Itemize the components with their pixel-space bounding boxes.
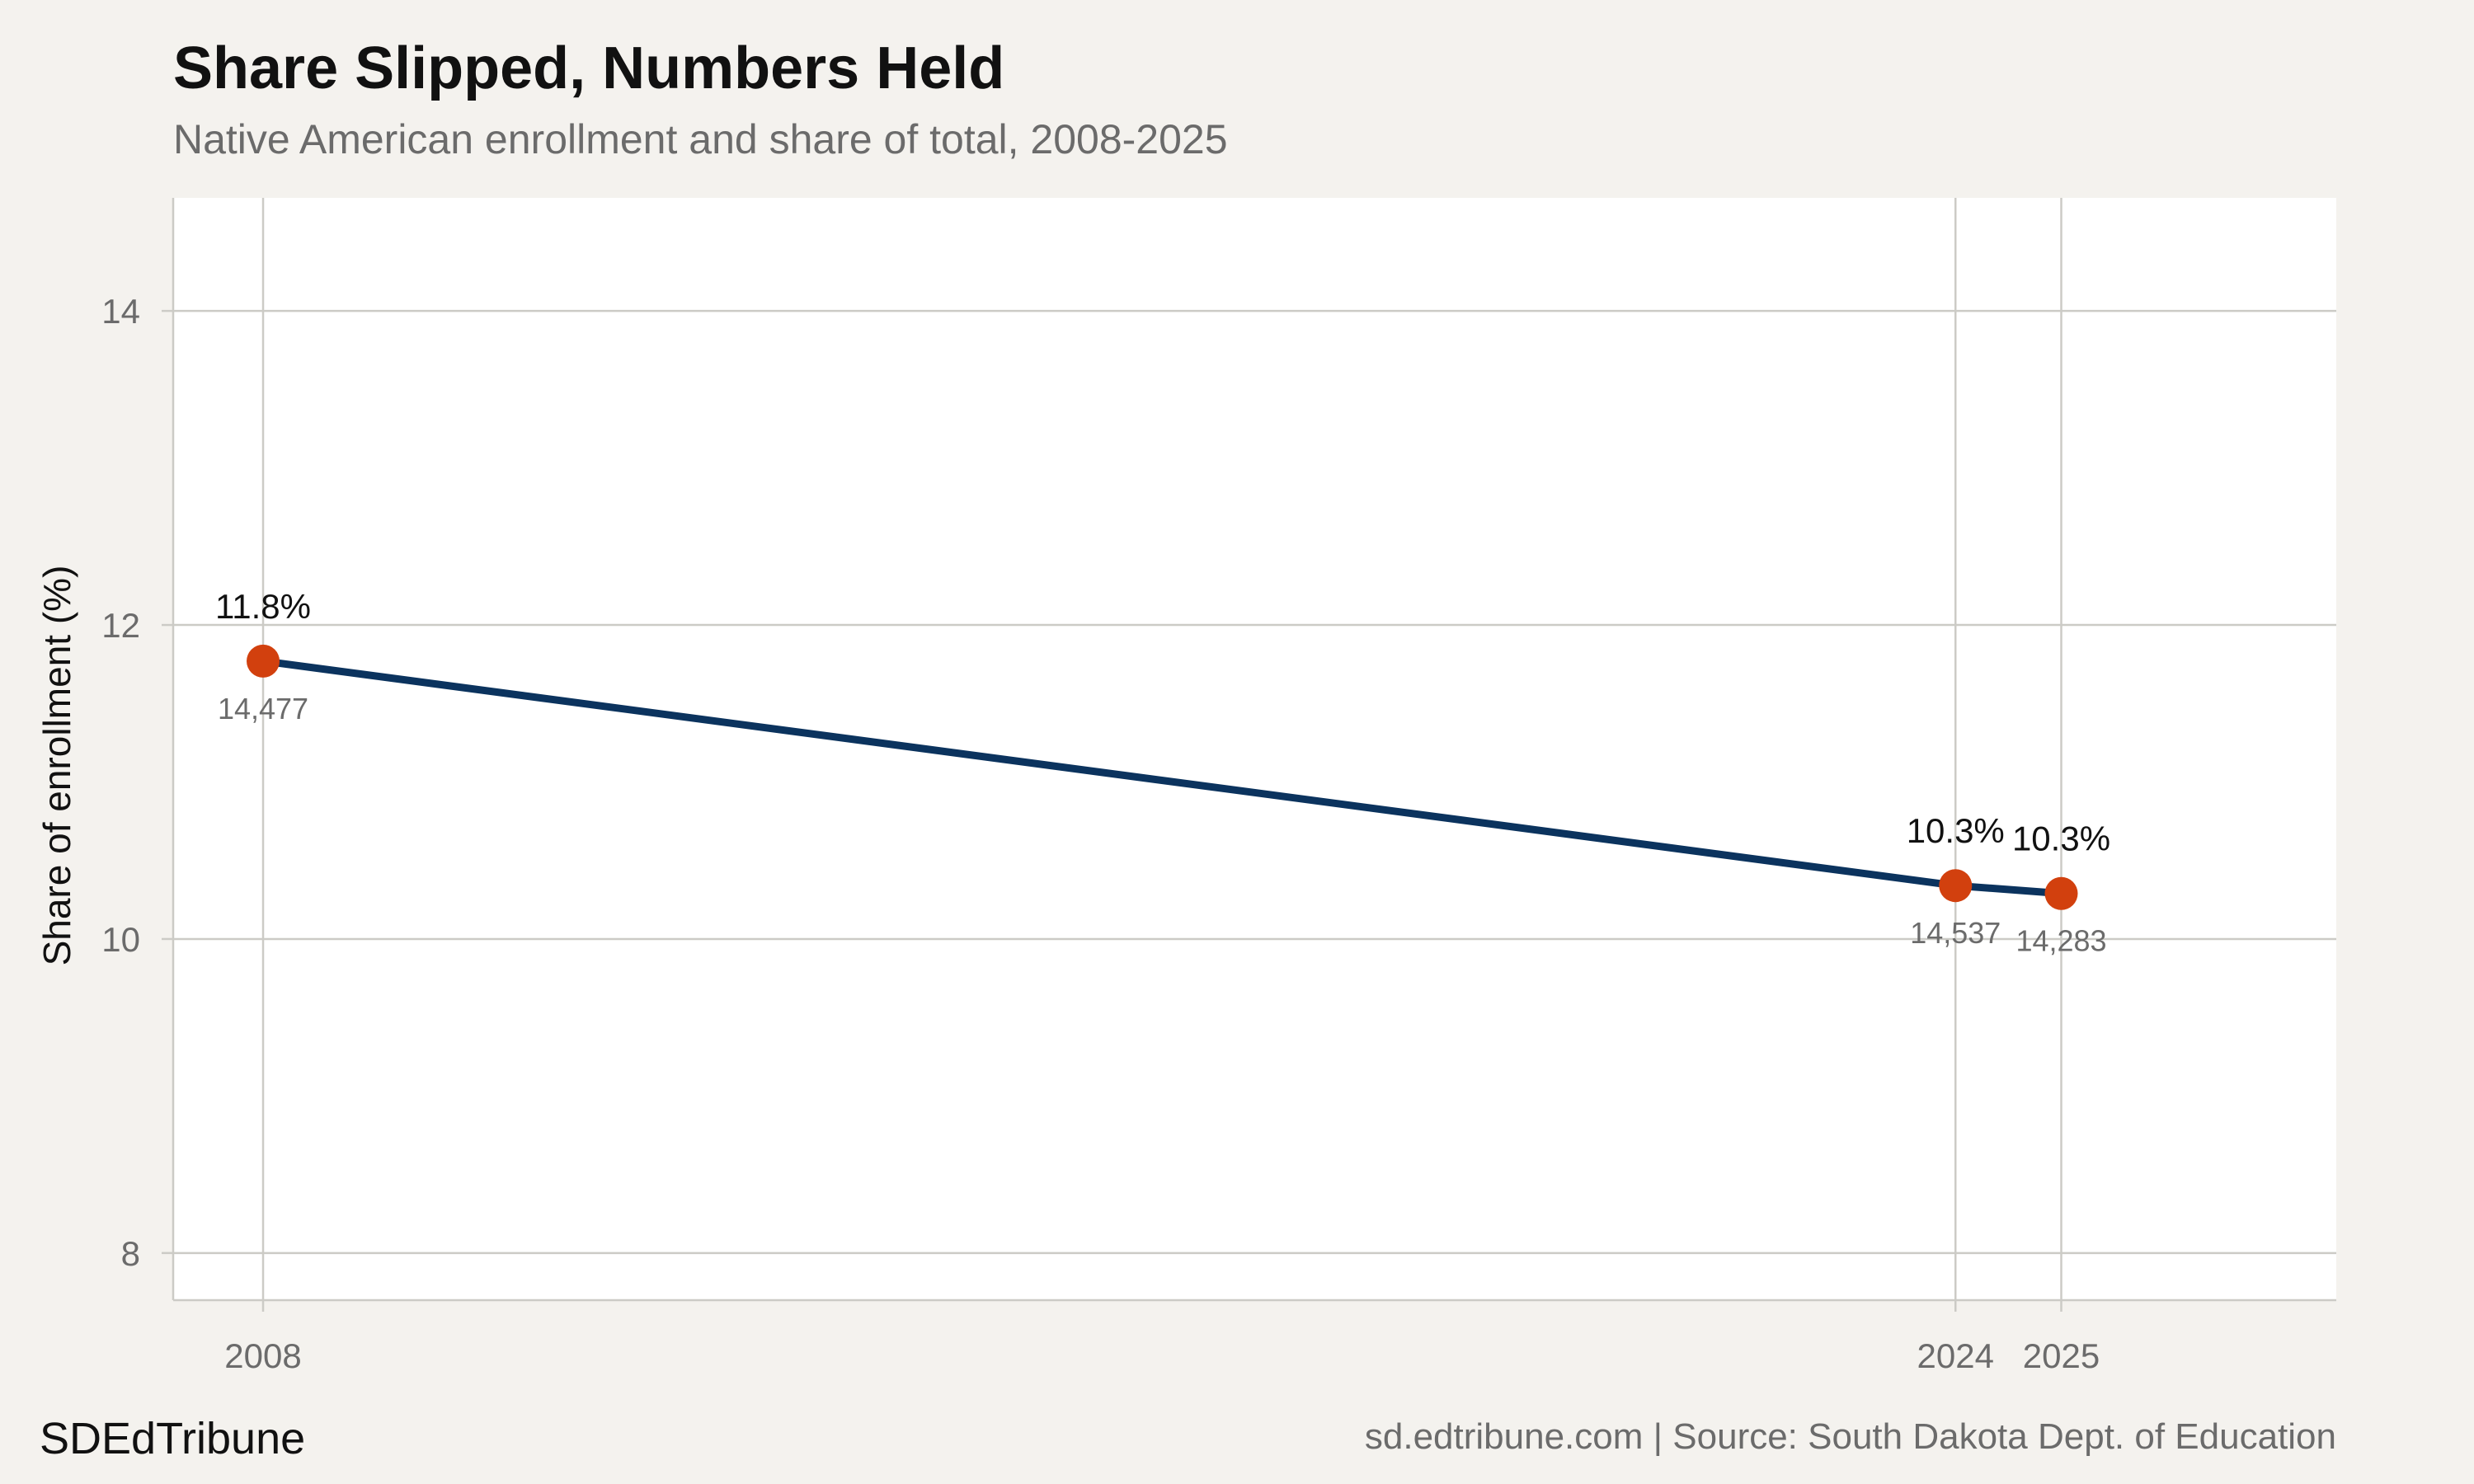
y-tick-label: 14: [101, 292, 140, 331]
enrollment-data-label: 14,477: [218, 692, 308, 726]
x-tick-label: 2025: [2023, 1336, 2100, 1375]
chart-title: Share Slipped, Numbers Held: [173, 35, 1005, 101]
data-point: [247, 644, 280, 678]
share-data-label: 11.8%: [215, 587, 311, 626]
y-tick-label: 12: [101, 606, 140, 645]
source-credit: sd.edtribune.com | Source: South Dakota …: [1364, 1416, 2336, 1457]
y-tick-label: 8: [121, 1234, 140, 1273]
data-point: [1939, 869, 1973, 903]
chart-subtitle: Native American enrollment and share of …: [173, 116, 1228, 162]
x-tick-label: 2024: [1917, 1336, 1994, 1375]
share-data-label: 10.3%: [1907, 811, 2005, 850]
share-data-label: 10.3%: [2012, 819, 2110, 858]
enrollment-data-label: 14,537: [1910, 916, 2001, 950]
plot-panel: [173, 198, 2336, 1300]
data-point: [2044, 876, 2078, 910]
y-axis-title: Share of enrollment (%): [35, 566, 78, 966]
brand-label: SDEdTribune: [40, 1414, 306, 1463]
enrollment-data-label: 14,283: [2015, 924, 2106, 958]
x-tick-label: 2008: [224, 1336, 301, 1375]
y-tick-label: 10: [101, 920, 140, 959]
